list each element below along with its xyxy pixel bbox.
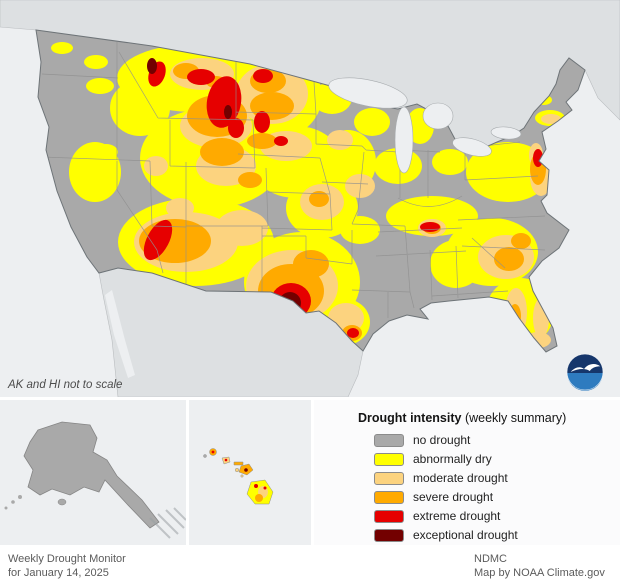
inset-and-legend-row: Drought intensity (weekly summary) no dr…	[0, 400, 620, 545]
canada-coast-hatch	[149, 507, 186, 539]
footer-credit-map: Map by NOAA Climate.gov	[474, 567, 605, 580]
legend-item: exceptional drought	[374, 528, 614, 542]
scale-note: AK and HI not to scale	[8, 379, 123, 391]
legend-item-label: moderate drought	[413, 471, 508, 485]
hawaii-inset-map	[189, 400, 311, 545]
great-lakes	[328, 77, 522, 174]
legend-title-rest: (weekly summary)	[461, 411, 567, 425]
footer-credit-block: NDMC Map by NOAA Climate.gov	[474, 552, 610, 581]
legend-title: Drought intensity (weekly summary)	[358, 411, 614, 425]
legend-item-label: exceptional drought	[413, 528, 518, 542]
legend-item: severe drought	[374, 490, 614, 504]
exceptional-drought-swatch	[374, 528, 404, 542]
severe-drought-swatch	[374, 490, 404, 504]
legend-item: moderate drought	[374, 471, 614, 485]
legend-item-label: extreme drought	[413, 509, 501, 523]
footer: Weekly Drought Monitor for January 14, 2…	[0, 545, 620, 581]
legend-item: abnormally dry	[374, 452, 614, 466]
footer-title-block: Weekly Drought Monitor for January 14, 2…	[8, 552, 126, 581]
legend-item-label: abnormally dry	[413, 452, 492, 466]
footer-date: for January 14, 2025	[8, 567, 109, 580]
noaa-logo-icon	[566, 353, 604, 391]
gulf-of-california	[105, 290, 135, 378]
abnormally-dry-swatch	[374, 452, 404, 466]
footer-credit-ndmc: NDMC	[474, 553, 507, 565]
legend-item: extreme drought	[374, 509, 614, 523]
alaska-inset-map	[0, 400, 186, 545]
us-drought-map	[0, 0, 620, 397]
footer-title: Weekly Drought Monitor	[8, 553, 126, 565]
legend: Drought intensity (weekly summary) no dr…	[314, 400, 620, 545]
legend-item-label: severe drought	[413, 490, 494, 504]
conus-map-panel: AK and HI not to scale	[0, 0, 620, 397]
no-drought-swatch	[374, 433, 404, 447]
state-boundaries	[41, 42, 546, 318]
legend-item-label: no drought	[413, 433, 471, 447]
legend-title-bold: Drought intensity	[358, 411, 462, 425]
moderate-drought-swatch	[374, 471, 404, 485]
alaska-land	[23, 421, 160, 529]
extreme-drought-swatch	[374, 509, 404, 523]
legend-item: no drought	[374, 433, 614, 447]
